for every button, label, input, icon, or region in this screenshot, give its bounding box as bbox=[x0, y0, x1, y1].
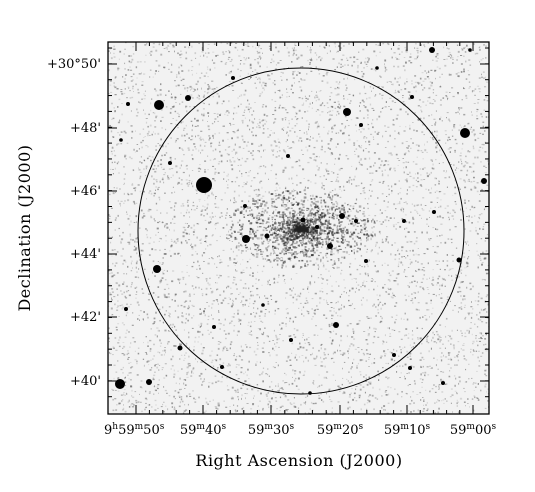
star bbox=[231, 76, 235, 80]
y-axis-title: Declination (J2000) bbox=[15, 144, 34, 311]
star bbox=[408, 366, 412, 370]
star bbox=[196, 177, 212, 193]
star bbox=[124, 307, 128, 311]
star bbox=[264, 233, 270, 239]
star bbox=[115, 379, 125, 389]
x-tick-label: 59m00s bbox=[450, 422, 497, 438]
star bbox=[354, 219, 358, 223]
star bbox=[375, 66, 379, 70]
galaxy-diffuse-emission bbox=[226, 190, 376, 268]
star bbox=[286, 154, 290, 158]
x-axis-title: Right Ascension (J2000) bbox=[195, 451, 402, 470]
y-tick-label: +44' bbox=[70, 247, 101, 262]
x-tick-labels: 9h59m50s 59m40s 59m30s 59m20s 59m10s 59m… bbox=[104, 422, 497, 438]
star bbox=[432, 210, 436, 214]
star bbox=[339, 213, 345, 219]
sky-noise-texture bbox=[108, 42, 489, 414]
star bbox=[315, 225, 319, 229]
y-tick-labels: +30°50' +48' +46' +44' +42' +40' bbox=[47, 57, 101, 389]
x-tick-label: 59m20s bbox=[317, 422, 364, 438]
star bbox=[243, 204, 247, 208]
star bbox=[343, 108, 351, 116]
y-tick-label: +48' bbox=[70, 121, 101, 136]
star bbox=[300, 217, 306, 223]
x-tick-label: 9h59m50s bbox=[104, 422, 165, 438]
star bbox=[481, 178, 487, 184]
star bbox=[364, 259, 368, 263]
star bbox=[392, 353, 396, 357]
y-tick-label: +42' bbox=[70, 310, 101, 325]
y-tick-label: +40' bbox=[70, 374, 101, 389]
aperture-circle bbox=[137, 67, 465, 395]
star bbox=[242, 235, 250, 243]
star bbox=[468, 48, 472, 52]
star bbox=[456, 257, 462, 263]
star bbox=[126, 102, 130, 106]
star-field bbox=[115, 47, 487, 395]
star bbox=[441, 381, 445, 385]
star bbox=[289, 338, 293, 342]
star bbox=[261, 303, 265, 307]
star bbox=[154, 100, 164, 110]
star bbox=[168, 161, 172, 165]
star bbox=[212, 325, 216, 329]
star bbox=[429, 47, 435, 53]
star bbox=[146, 379, 152, 385]
star bbox=[153, 265, 161, 273]
star bbox=[359, 123, 363, 127]
star bbox=[220, 365, 224, 369]
x-tick-label: 59m30s bbox=[248, 422, 295, 438]
star bbox=[119, 138, 123, 142]
star bbox=[460, 128, 470, 138]
star bbox=[410, 95, 414, 99]
x-tick-label: 59m10s bbox=[384, 422, 431, 438]
star bbox=[402, 219, 406, 223]
star bbox=[327, 243, 333, 249]
star bbox=[333, 322, 339, 328]
star bbox=[177, 345, 183, 351]
y-tick-label: +46' bbox=[70, 184, 101, 199]
y-tick-label: +30°50' bbox=[47, 57, 101, 72]
star bbox=[185, 95, 191, 101]
x-tick-label: 59m40s bbox=[180, 422, 227, 438]
axis-ticks bbox=[108, 42, 489, 414]
